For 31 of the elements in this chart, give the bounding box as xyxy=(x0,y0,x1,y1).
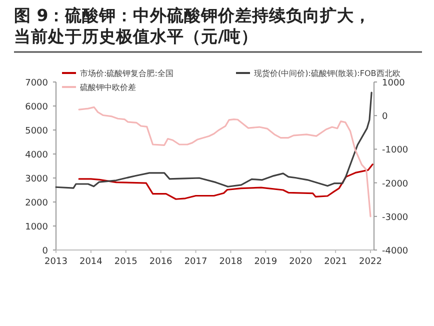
y-tick-label: 0 xyxy=(42,246,48,256)
y2-tick-label: -3000 xyxy=(382,212,408,223)
x-tick-label: 2022 xyxy=(359,257,382,267)
x-tick-label: 2014 xyxy=(79,257,103,267)
y2-tick-label: 0 xyxy=(382,112,388,122)
legend-label: 市场价:硫酸钾复合肥:全国 xyxy=(80,69,174,78)
chart-title: 图 9：硫酸钾：中外硫酸钾价差持续负向扩大，当前处于历史极值水平（元/吨） xyxy=(14,6,372,46)
line-series xyxy=(78,164,374,200)
y-tick-label: 7000 xyxy=(25,78,48,88)
legend-label: 硫酸钾中欧价差 xyxy=(80,83,136,92)
y2-tick-label: -2000 xyxy=(382,179,408,190)
x-tick-label: 2013 xyxy=(44,257,68,267)
y-tick-label: 2000 xyxy=(25,198,48,208)
y2-tick-label: -1000 xyxy=(382,146,408,156)
x-tick-label: 2016 xyxy=(149,257,173,267)
x-tick-label: 2019 xyxy=(254,257,278,267)
x-tick-label: 2017 xyxy=(184,257,208,267)
x-tick-label: 2020 xyxy=(289,257,312,267)
y-tick-label: 6000 xyxy=(25,102,48,112)
legend-label: 现货价(中间价):硫酸钾(散装):FOB西北欧 xyxy=(254,69,400,78)
y-tick-label: 1000 xyxy=(25,222,48,232)
x-tick-label: 2015 xyxy=(114,257,138,267)
y-tick-label: 5000 xyxy=(25,126,48,136)
x-tick-label: 2021 xyxy=(324,257,348,267)
line-series xyxy=(78,106,372,218)
y2-tick-label: 1000 xyxy=(382,78,406,88)
y-tick-label: 3000 xyxy=(25,174,48,184)
line-series xyxy=(55,92,372,189)
y2-tick-label: -4000 xyxy=(382,246,408,256)
x-tick-label: 2018 xyxy=(219,257,242,267)
y-tick-label: 4000 xyxy=(25,150,48,160)
